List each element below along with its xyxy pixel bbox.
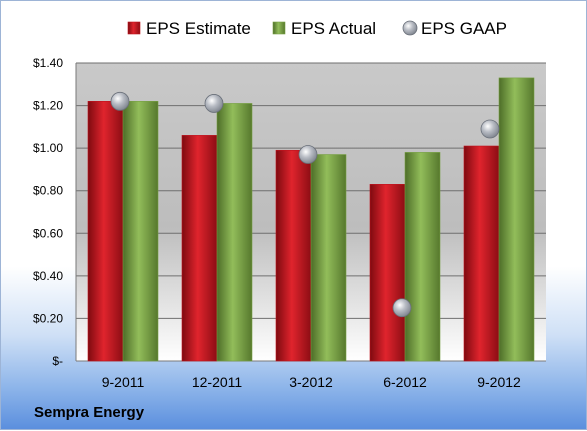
gaap-marker [110,91,130,111]
bar-eps-actual [310,154,347,362]
legend-item-eps-actual: EPS Actual [272,19,376,38]
x-tick-label: 9-2011 [102,374,145,390]
legend-item-eps-estimate: EPS Estimate [127,19,251,38]
gaap-marker [480,119,500,139]
legend-swatch [127,21,141,35]
y-tick-label: $0.80 [33,184,63,198]
x-tick-label: 3-2012 [289,374,333,390]
legend-label: EPS Actual [291,19,376,38]
bar-eps-estimate [275,149,312,362]
bar-eps-actual [122,101,159,362]
legend-item-eps-gaap: EPS GAAP [402,19,507,38]
x-tick-label: 12-2011 [192,374,243,390]
bar-eps-estimate [369,184,406,362]
x-tick-label: 6-2012 [383,374,427,390]
legend-swatch [402,20,418,36]
gaap-marker [392,298,412,318]
y-tick-label: $0.60 [33,226,63,240]
y-tick-label: $- [52,354,63,368]
legend-swatch [272,21,286,35]
y-tick-label: $1.00 [33,141,63,155]
x-tick-label: 9-2012 [477,374,521,390]
legend-label: EPS Estimate [146,19,251,38]
y-tick-label: $0.20 [33,311,63,325]
bar-eps-estimate [181,135,218,362]
legend: EPS Estimate EPS Actual EPS GAAP [127,19,507,38]
axes: $- $0.20 $0.40 $0.60 $0.80 $1.00 $1.20 $1.40 9-2… [33,56,546,390]
gaap-marker [298,145,318,164]
bar-eps-estimate [463,145,500,362]
legend-label: EPS GAAP [421,19,507,38]
gaap-marker [204,94,224,113]
bar-eps-actual [216,103,253,362]
y-tick-label: $1.40 [33,56,63,70]
bar-eps-actual [404,152,441,362]
gaap-markers [110,91,500,318]
y-tick-label: $1.20 [33,99,63,113]
company-label: Sempra Energy [34,404,145,421]
y-tick-label: $0.40 [33,269,63,283]
bar-eps-estimate [87,101,124,362]
bar-eps-actual [498,77,535,362]
bars [87,77,535,362]
